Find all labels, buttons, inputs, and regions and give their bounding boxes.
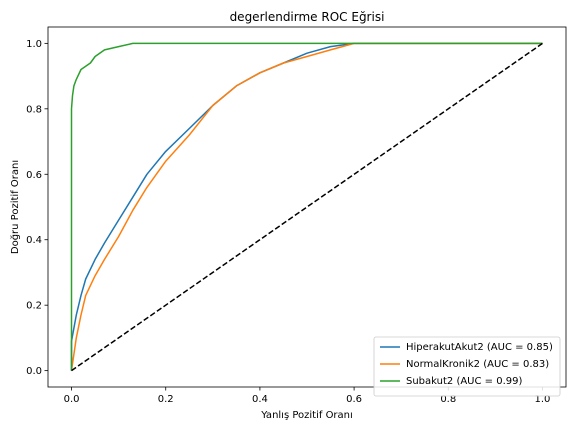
y-tick-label: 0.4 xyxy=(26,235,42,246)
x-tick-label: 0.8 xyxy=(440,394,456,405)
y-tick-label: 0.2 xyxy=(26,301,42,312)
x-tick-label: 0.0 xyxy=(64,394,80,405)
y-tick-label: 0.6 xyxy=(26,170,42,181)
legend-label: Subakut2 (AUC = 0.99) xyxy=(406,376,522,387)
x-tick-label: 0.2 xyxy=(158,394,174,405)
legend: HiperakutAkut2 (AUC = 0.85) NormalKronik2… xyxy=(373,336,561,397)
legend-label: HiperakutAkut2 (AUC = 0.85) xyxy=(406,342,553,353)
legend-box xyxy=(373,336,561,397)
series-line-2 xyxy=(70,42,543,371)
y-axis-ticks: 0.0 0.2 0.4 0.6 0.8 1.0 xyxy=(26,39,48,377)
x-axis-label: Yanlış Pozitif Oranı xyxy=(260,410,353,421)
x-tick-label: 0.6 xyxy=(346,394,362,405)
series-line-0 xyxy=(70,42,543,371)
y-tick-label: 0.8 xyxy=(26,104,42,115)
legend-label: NormalKronik2 (AUC = 0.83) xyxy=(406,359,549,370)
chart-title: degerlendirme ROC Eğrisi xyxy=(230,10,385,24)
y-tick-label: 0.0 xyxy=(26,366,42,377)
series-lines xyxy=(70,42,543,372)
series-line-1 xyxy=(70,42,543,371)
y-tick-label: 1.0 xyxy=(26,39,42,50)
x-tick-label: 0.4 xyxy=(252,394,268,405)
x-tick-label: 1.0 xyxy=(535,394,551,405)
y-axis-label: Doğru Pozitif Oranı xyxy=(9,160,21,254)
